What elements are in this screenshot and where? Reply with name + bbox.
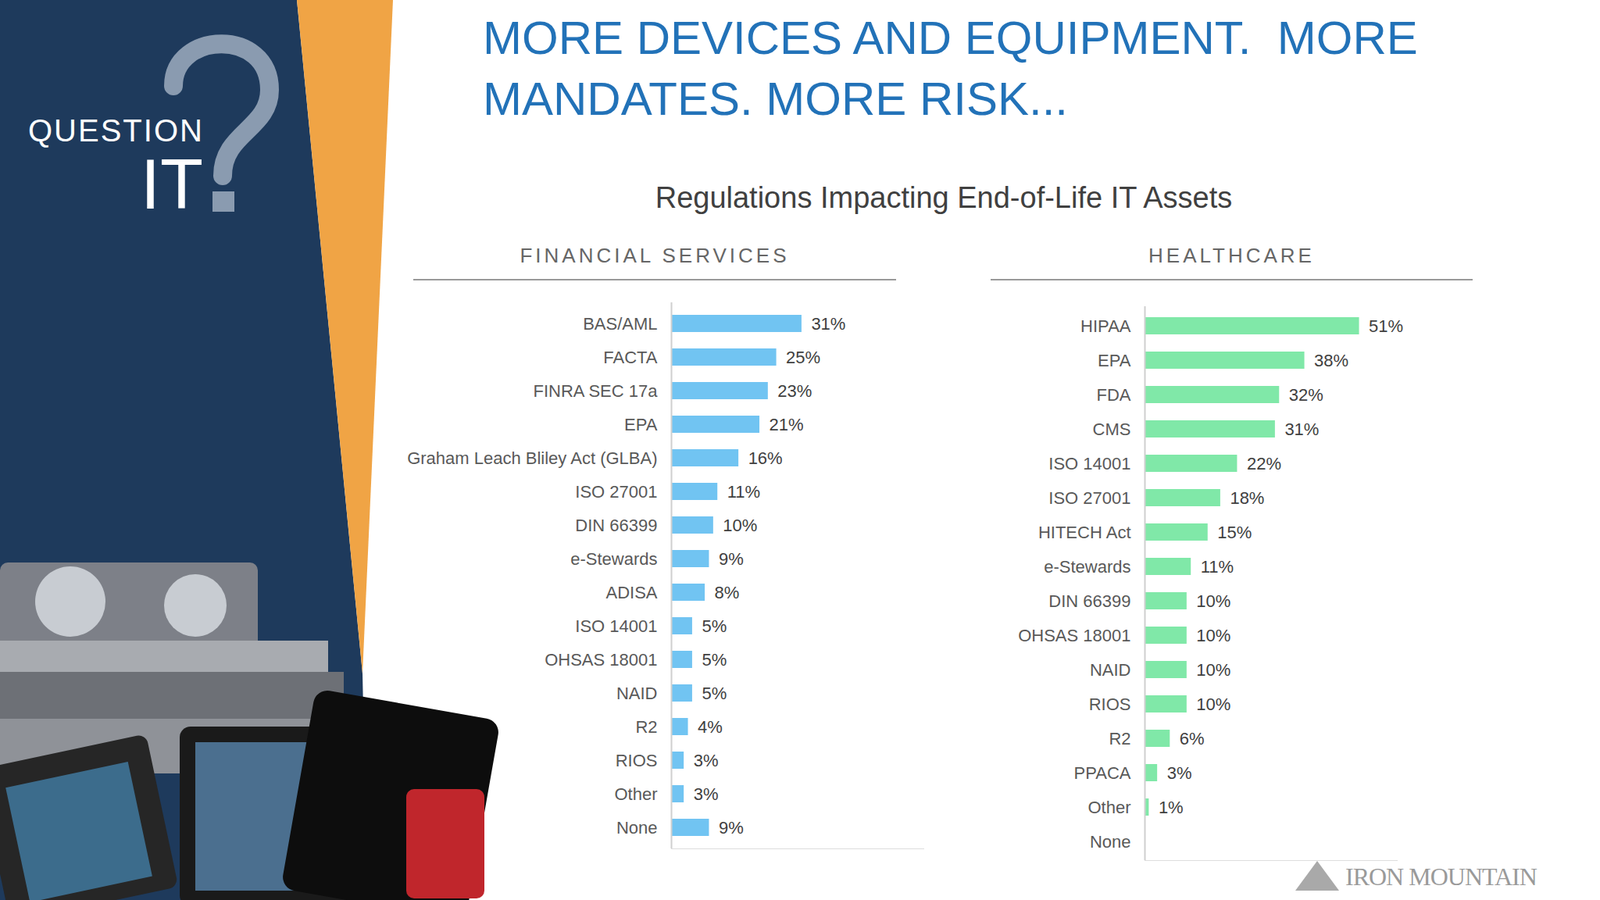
svg-text:ISO 14001: ISO 14001 bbox=[575, 616, 658, 636]
svg-text:DIN 66399: DIN 66399 bbox=[1048, 591, 1131, 611]
svg-text:OHSAS 18001: OHSAS 18001 bbox=[544, 650, 658, 670]
svg-text:HIPAA: HIPAA bbox=[1080, 316, 1132, 336]
svg-text:FACTA: FACTA bbox=[603, 347, 658, 368]
svg-text:NAID: NAID bbox=[1089, 660, 1132, 680]
svg-text:3%: 3% bbox=[693, 784, 719, 804]
svg-text:RIOS: RIOS bbox=[615, 750, 658, 771]
svg-text:4%: 4% bbox=[697, 717, 723, 737]
svg-text:21%: 21% bbox=[769, 414, 804, 435]
svg-text:5%: 5% bbox=[701, 683, 727, 704]
html-text:Regulations Impacting End-of-L: Regulations Impacting End-of-Life IT Ass… bbox=[655, 181, 1233, 215]
svg-text:e-Stewards: e-Stewards bbox=[1043, 557, 1131, 577]
svg-text:R2: R2 bbox=[635, 717, 658, 737]
svg-text:5%: 5% bbox=[701, 650, 727, 670]
svg-text:38%: 38% bbox=[1314, 350, 1349, 371]
svg-text:Other: Other bbox=[614, 784, 658, 804]
svg-text:HITECH Act: HITECH Act bbox=[1038, 522, 1132, 543]
svg-text:25%: 25% bbox=[785, 347, 821, 368]
svg-text:None: None bbox=[1089, 832, 1132, 852]
svg-text:11%: 11% bbox=[727, 482, 761, 502]
svg-text:10%: 10% bbox=[1196, 625, 1231, 646]
svg-text:31%: 31% bbox=[810, 314, 846, 334]
svg-text:PPACA: PPACA bbox=[1074, 763, 1132, 783]
svg-text:23%: 23% bbox=[777, 381, 812, 401]
svg-text:16%: 16% bbox=[748, 448, 783, 468]
svg-text:22%: 22% bbox=[1246, 453, 1282, 474]
svg-text:DIN 66399: DIN 66399 bbox=[575, 515, 658, 536]
svg-text:31%: 31% bbox=[1284, 419, 1319, 440]
html-text:QUESTION: QUESTION bbox=[28, 113, 204, 148]
svg-text:10%: 10% bbox=[1196, 591, 1231, 611]
svg-text:3%: 3% bbox=[693, 750, 719, 771]
svg-text:R2: R2 bbox=[1108, 728, 1131, 749]
svg-text:8%: 8% bbox=[714, 582, 740, 603]
svg-text:1%: 1% bbox=[1158, 797, 1184, 818]
svg-text:NAID: NAID bbox=[616, 683, 658, 704]
svg-text:e-Stewards: e-Stewards bbox=[570, 549, 658, 569]
svg-text:FINRA SEC 17a: FINRA SEC 17a bbox=[533, 381, 659, 401]
svg-text:None: None bbox=[616, 817, 658, 838]
svg-text:ADISA: ADISA bbox=[605, 582, 658, 603]
svg-text:10%: 10% bbox=[1196, 660, 1231, 680]
svg-text:18%: 18% bbox=[1229, 488, 1265, 508]
svg-text:5%: 5% bbox=[701, 616, 727, 636]
svg-text:FDA: FDA bbox=[1096, 385, 1132, 405]
svg-text:ISO 27001: ISO 27001 bbox=[575, 482, 658, 502]
svg-text:11%: 11% bbox=[1200, 557, 1234, 577]
svg-text:10%: 10% bbox=[1196, 694, 1231, 715]
html-text:MORE DEVICES AND EQUIPMENT. MO: MORE DEVICES AND EQUIPMENT. MORE MANDATE… bbox=[482, 11, 1431, 125]
svg-text:9%: 9% bbox=[718, 549, 744, 569]
html-text:IT: IT bbox=[140, 145, 204, 224]
svg-text:51%: 51% bbox=[1368, 316, 1404, 336]
svg-text:CMS: CMS bbox=[1092, 419, 1132, 440]
svg-text:3%: 3% bbox=[1167, 763, 1193, 783]
html-text:IRON MOUNTAIN: IRON MOUNTAIN bbox=[1345, 862, 1537, 891]
svg-text:15%: 15% bbox=[1217, 522, 1252, 543]
html-text:HEALTHCARE: HEALTHCARE bbox=[1148, 243, 1315, 268]
svg-text:RIOS: RIOS bbox=[1089, 694, 1132, 715]
svg-text:Graham Leach Bliley Act (GLBA): Graham Leach Bliley Act (GLBA) bbox=[407, 448, 658, 468]
svg-text:ISO 27001: ISO 27001 bbox=[1048, 488, 1131, 508]
svg-text:6%: 6% bbox=[1179, 728, 1205, 749]
svg-text:BAS/AML: BAS/AML bbox=[582, 314, 658, 334]
svg-text:EPA: EPA bbox=[1097, 350, 1132, 371]
svg-text:OHSAS 18001: OHSAS 18001 bbox=[1017, 625, 1131, 646]
svg-text:9%: 9% bbox=[718, 817, 744, 838]
svg-text:10%: 10% bbox=[722, 515, 758, 536]
svg-text:Other: Other bbox=[1087, 797, 1131, 818]
svg-text:32%: 32% bbox=[1289, 385, 1324, 405]
html-text:FINANCIAL SERVICES: FINANCIAL SERVICES bbox=[519, 243, 790, 268]
svg-text:EPA: EPA bbox=[624, 414, 658, 435]
svg-text:ISO 14001: ISO 14001 bbox=[1048, 453, 1131, 474]
